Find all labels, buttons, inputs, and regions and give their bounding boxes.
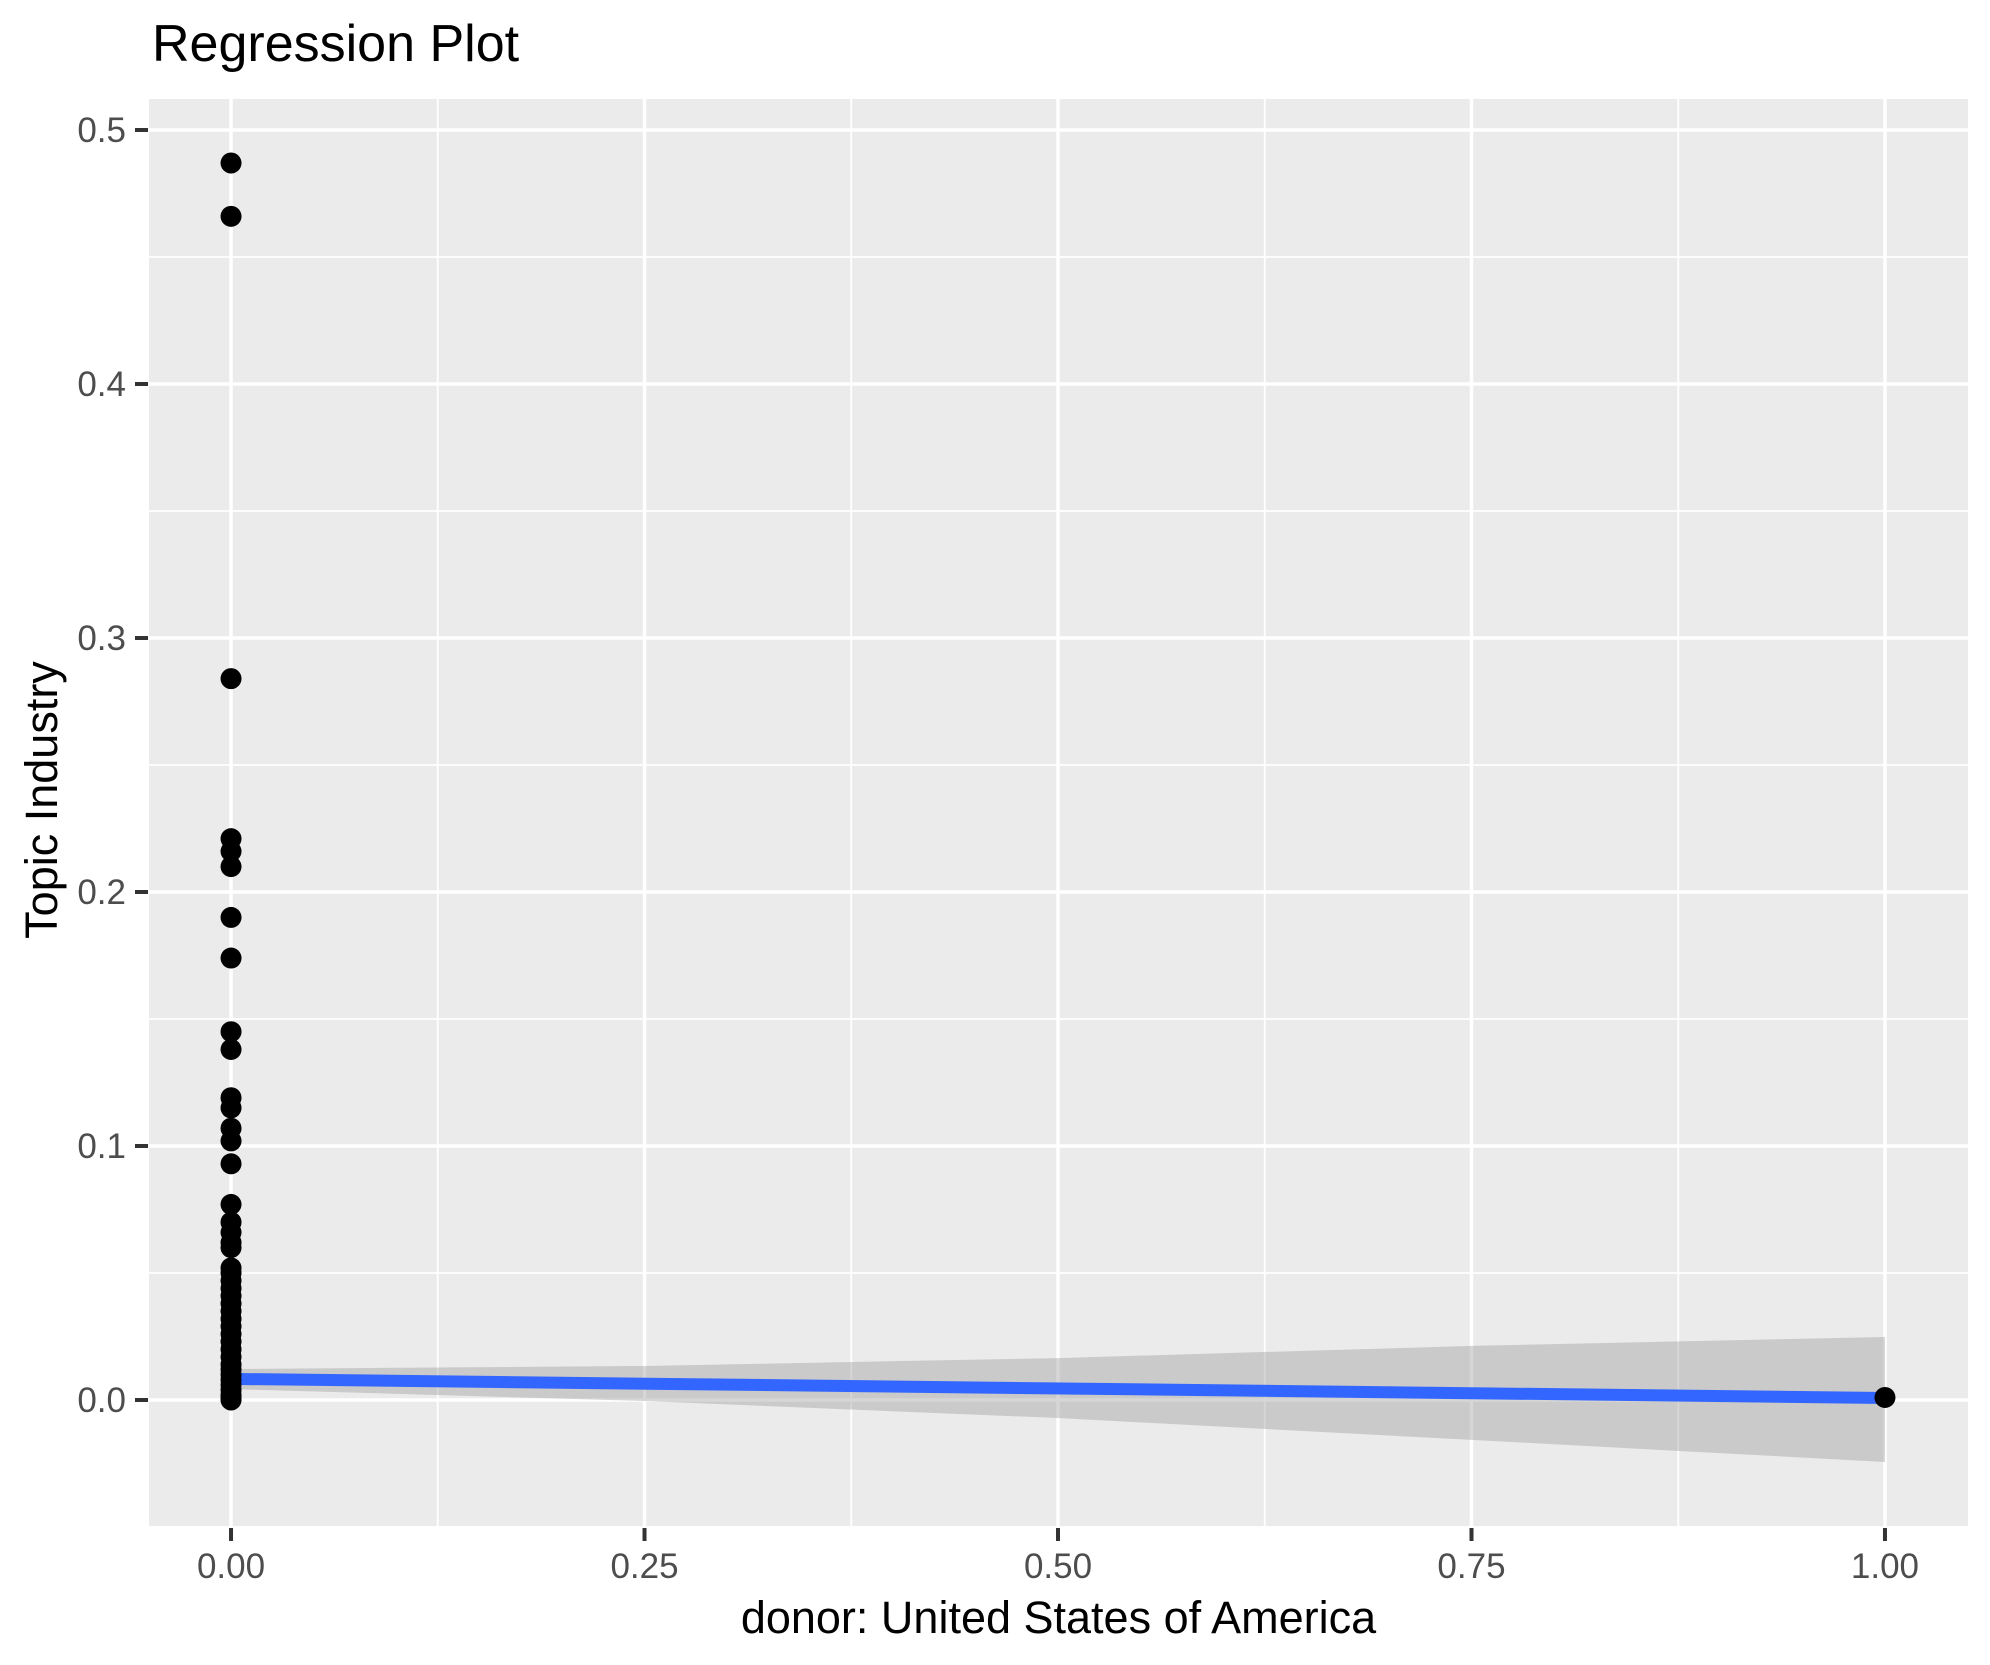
y-tick-label: 0.5 [77, 111, 126, 150]
y-tick-label: 0.0 [77, 1381, 126, 1420]
data-point [220, 1153, 242, 1175]
y-tick-label: 0.1 [77, 1127, 126, 1166]
data-point [220, 840, 242, 862]
x-axis-title: donor: United States of America [740, 1592, 1377, 1643]
regression-line [230, 1372, 1886, 1404]
data-point [220, 1021, 242, 1043]
data-point [220, 856, 242, 878]
data-point [1874, 1386, 1896, 1408]
data-point [220, 1038, 242, 1060]
data-point [220, 1389, 242, 1411]
data-point [220, 668, 242, 690]
data-point [220, 152, 242, 174]
x-tick-label: 0.50 [1024, 1547, 1092, 1586]
confidence-band [231, 1337, 1885, 1462]
data-point [220, 205, 242, 227]
x-tick-label: 1.00 [1851, 1547, 1919, 1586]
y-axis-title: Topic Industry [16, 661, 67, 939]
x-tick-label: 0.25 [610, 1547, 678, 1586]
data-point [220, 906, 242, 928]
data-point [220, 1237, 242, 1259]
y-tick-label: 0.3 [77, 619, 126, 658]
x-tick-label: 0.00 [197, 1547, 265, 1586]
data-point [220, 1097, 242, 1119]
x-tick-label: 0.75 [1437, 1547, 1505, 1586]
data-point [220, 1130, 242, 1152]
y-tick-label: 0.2 [77, 873, 126, 912]
data-point [220, 947, 242, 969]
data-point [220, 1193, 242, 1215]
chart-title: Regression Plot [152, 15, 520, 73]
y-tick-label: 0.4 [77, 365, 126, 404]
